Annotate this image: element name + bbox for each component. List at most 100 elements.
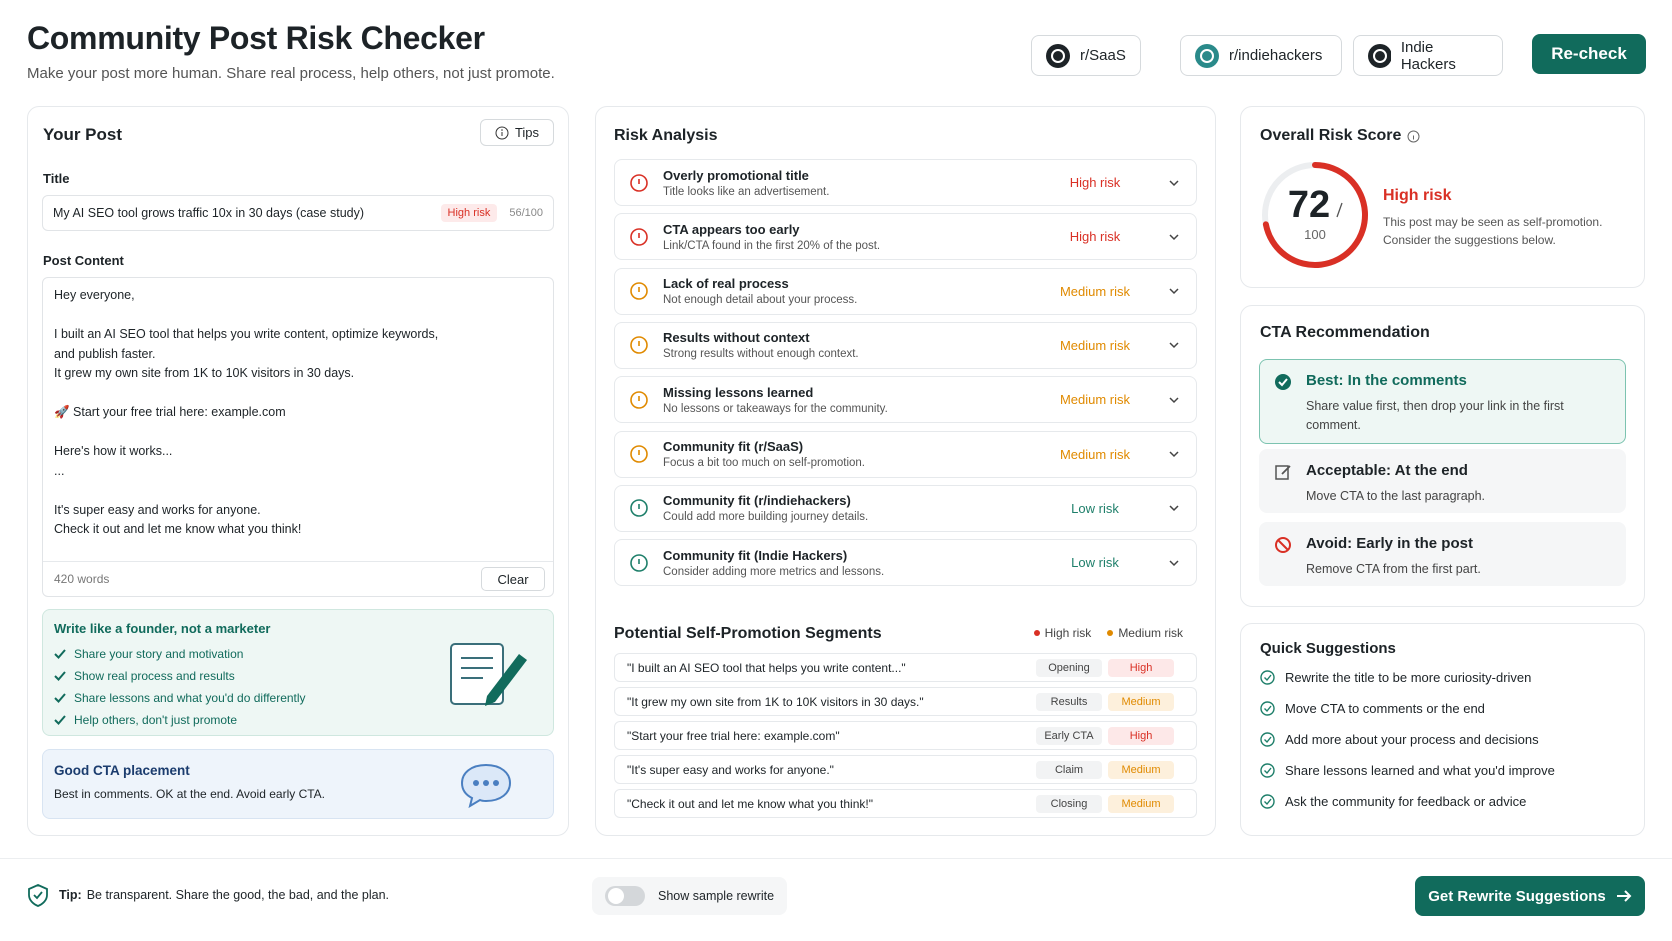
path [1264, 767, 1272, 775]
page-title: Community Post Risk Checker [27, 20, 485, 56]
circle [630, 282, 648, 300]
recheck-button[interactable]: Re-check [1532, 34, 1646, 74]
risk-row[interactable]: Overly promotional title Title looks like… [614, 159, 1197, 206]
path [1169, 451, 1179, 458]
icon [1169, 505, 1179, 512]
legend-item: High risk [1033, 626, 1091, 640]
cta-option-title: Acceptable: At the end [1306, 462, 1468, 479]
segment-tag: Claim [1036, 760, 1102, 779]
risk-row[interactable]: Community fit (r/indiehackers) Could add … [614, 484, 1197, 532]
icon [1260, 794, 1275, 809]
info-icon [495, 126, 509, 139]
icon [1169, 234, 1179, 240]
cta-rec-card: CTA Recommendation Best: In the comments… [1240, 305, 1645, 607]
segment-row: "It's super easy and works for anyone." C… [614, 755, 1197, 784]
icon [1169, 451, 1179, 458]
title-input[interactable]: My AI SEO tool grows traffic 10x in 30 d… [42, 195, 554, 231]
risk-row[interactable]: Community fit (r/SaaS) Focus a bit too mu… [614, 430, 1197, 478]
risk-title: Community fit (r/SaaS) [663, 439, 804, 454]
circle [1373, 48, 1387, 63]
icon [1195, 43, 1219, 68]
circle [1051, 48, 1065, 63]
icon [1169, 397, 1179, 403]
cta-option-text: Share value first, then drop your link i… [1306, 399, 1564, 432]
path [1169, 234, 1179, 240]
risk-text: Lack of real process Not enough detail ab… [663, 276, 1050, 306]
score-heading-wrap: Overall Risk Score [1260, 127, 1420, 145]
path [1169, 179, 1179, 186]
icon [1046, 43, 1070, 68]
suggestion-text: Move CTA to comments or the end [1285, 701, 1485, 716]
segment-row: "It grew my own site from 1K to 10K visi… [614, 687, 1197, 716]
score-risk: High risk [1383, 187, 1452, 204]
circle [1275, 374, 1291, 390]
risk-level: Low risk [1071, 555, 1119, 571]
segment-tag: Results [1036, 692, 1102, 711]
tips-button[interactable]: Tips [480, 119, 554, 146]
post-card: Your Post Tips Title My AI SEO tool grow… [27, 106, 569, 836]
risk-desc: Title looks like an advertisement. [663, 185, 830, 198]
content-label: Post Content [43, 253, 124, 268]
segments-heading: Potential Self-Promotion Segments [614, 625, 882, 642]
circle [630, 336, 648, 355]
suggestion-text: Rewrite the title to be more curiosity-d… [1285, 670, 1532, 685]
cta-option: Avoid: Early in the post Remove CTA from … [1259, 522, 1626, 586]
arrow-icon [1616, 890, 1632, 902]
path [1264, 736, 1272, 744]
path [1281, 465, 1291, 475]
community-name: r/indiehackers [1229, 47, 1323, 64]
segment-risk: High [1108, 658, 1174, 677]
risk-row[interactable]: CTA appears too early Link/CTA found in t… [614, 213, 1197, 261]
segment-risk: Medium [1108, 760, 1174, 779]
risk-level: High risk [1069, 229, 1121, 245]
tip-text: Show real process and results [74, 669, 235, 683]
cta-rec-heading: CTA Recommendation [1260, 324, 1430, 341]
segment-risk: High [1108, 726, 1174, 745]
circle [501, 128, 503, 131]
circle [495, 126, 509, 139]
suggestion: Move CTA to comments or the end [1260, 701, 1485, 716]
cta-option-text: Move CTA to the last paragraph. [1306, 489, 1486, 503]
community-pill[interactable]: r/SaaS [1031, 35, 1141, 76]
icon [630, 282, 648, 300]
risk-text: Community fit (Indie Hackers) Consider ad… [663, 548, 1050, 578]
card-heading: Your Post [43, 125, 123, 144]
sample-toggle[interactable]: Show sample rewrite [592, 877, 787, 915]
icon [54, 693, 66, 703]
rewrite-label: Get Rewrite Suggestions [1428, 887, 1606, 905]
icon [1260, 732, 1275, 747]
risk-desc: Link/CTA found in the first 20% of the p… [663, 239, 881, 252]
circle [630, 390, 648, 409]
risk-level: Low risk [1071, 500, 1119, 516]
segment-tag: Closing [1036, 794, 1102, 813]
segment-quote: "I built an AI SEO tool that helps you w… [627, 660, 906, 675]
risk-title: Lack of real process [663, 276, 789, 292]
risk-title: Overly promotional title [663, 167, 809, 183]
risk-row[interactable]: Missing lessons learned No lessons or tak… [614, 376, 1197, 424]
icon [1368, 43, 1391, 68]
risk-desc: Not enough detail about your process. [663, 294, 858, 307]
community-pill[interactable]: r/indiehackers [1180, 35, 1342, 76]
path [54, 649, 66, 659]
circle [1260, 670, 1275, 685]
risk-row[interactable]: Results without context Strong results wi… [614, 321, 1197, 369]
community-pill[interactable]: Indie Hackers [1353, 35, 1503, 76]
rewrite-button[interactable]: Get Rewrite Suggestions [1415, 876, 1645, 916]
tip-text: Help others, don't just promote [74, 713, 238, 727]
risk-desc: Focus a bit too much on self-promotion. [663, 457, 865, 469]
paragraph: Hey everyone, [54, 286, 438, 306]
path [1264, 674, 1272, 682]
cta-placement: Good CTA placement Best in comments. OK … [42, 749, 554, 819]
cta-heading: Good CTA placement [54, 763, 190, 778]
line: ... [54, 463, 65, 478]
content-text: Hey everyone, I built an AI SEO tool that… [54, 286, 438, 559]
risk-title: Community fit (Indie Hackers) [663, 547, 848, 563]
risk-row[interactable]: Community fit (Indie Hackers) Consider ad… [614, 539, 1197, 587]
risk-row[interactable]: Lack of real process Not enough detail ab… [614, 267, 1197, 315]
risk-desc: Could add more building journey details. [663, 511, 869, 524]
score-slash [1336, 202, 1343, 218]
content-box[interactable]: Hey everyone, I built an AI SEO tool that… [42, 277, 554, 597]
clear-button[interactable]: Clear [481, 567, 545, 591]
risk-level: Medium risk [1059, 446, 1131, 462]
